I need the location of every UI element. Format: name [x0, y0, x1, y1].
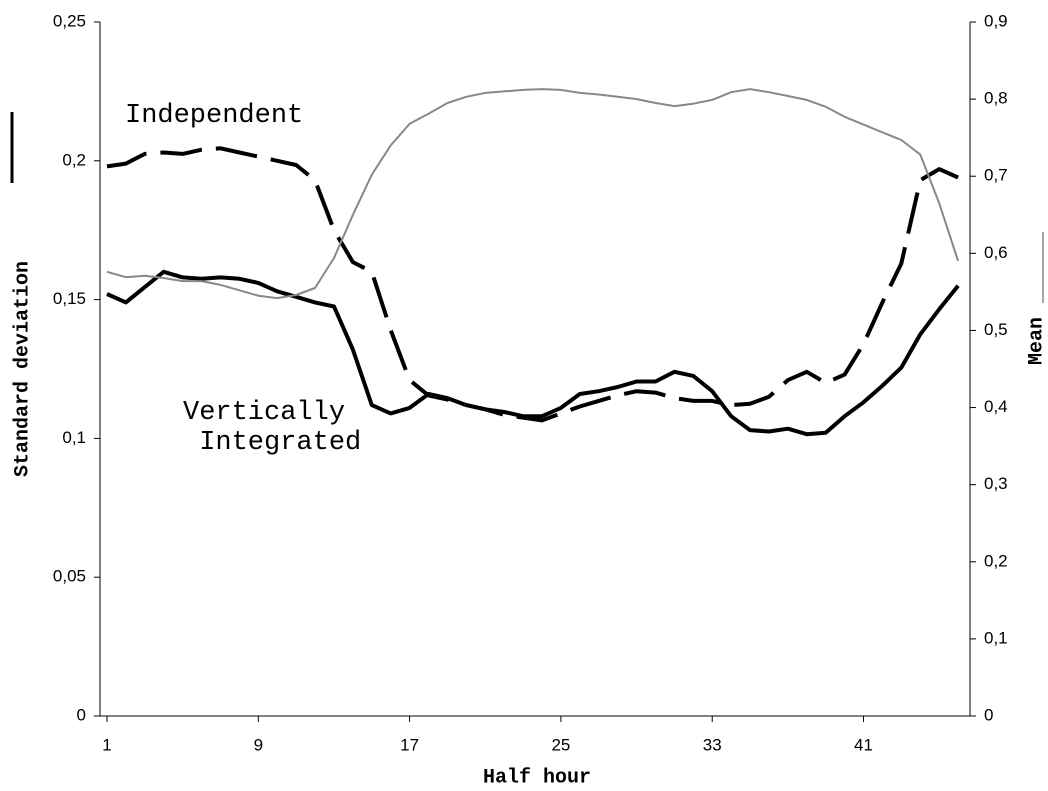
y-tick-label: 0,05: [53, 567, 86, 586]
series-label: Independent: [125, 101, 303, 131]
y-axis-label: Standard deviation: [11, 261, 34, 477]
y-tick-label: 0,2: [62, 150, 86, 169]
x-axis-label: Half hour: [483, 766, 591, 789]
x-tick-label: 41: [854, 735, 873, 754]
y2-tick-label: 0,3: [984, 474, 1008, 493]
x-tick-label: 1: [102, 735, 111, 754]
y-tick-label: 0,15: [53, 289, 86, 308]
y2-tick-label: 0,1: [984, 628, 1008, 647]
y-tick-label: 0,25: [53, 11, 86, 30]
y2-tick-label: 0,2: [984, 551, 1008, 570]
y-tick-label: 0: [77, 705, 86, 724]
y-tick-label: 0,1: [62, 428, 86, 447]
y2-axis-label: Mean: [1025, 317, 1048, 365]
y2-tick-label: 0,4: [984, 397, 1008, 416]
series-line: [106, 269, 960, 437]
x-tick-label: 33: [703, 735, 722, 754]
series-line: [106, 146, 959, 423]
series-line: [106, 88, 960, 300]
y2-tick-label: 0,8: [984, 89, 1008, 108]
series-label: Vertically Integrated: [183, 398, 361, 458]
y2-tick-label: 0,5: [984, 320, 1008, 339]
x-tick-label: 9: [254, 735, 263, 754]
y2-tick-label: 0: [984, 705, 993, 724]
y2-tick-label: 0,9: [984, 11, 1008, 30]
y2-tick-label: 0,7: [984, 166, 1008, 185]
x-tick-label: 17: [400, 735, 419, 754]
x-tick-label: 25: [551, 735, 570, 754]
y2-tick-label: 0,6: [984, 243, 1008, 262]
